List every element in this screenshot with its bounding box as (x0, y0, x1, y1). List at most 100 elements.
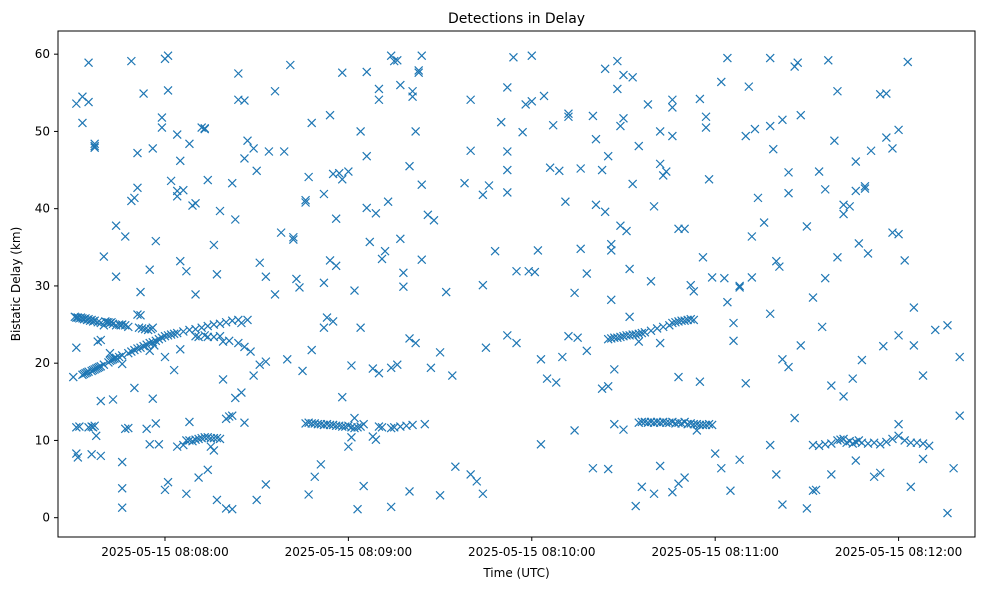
data-point (646, 326, 656, 336)
data-point (750, 124, 760, 134)
data-point (875, 439, 885, 449)
data-point (460, 178, 469, 188)
data-point (619, 70, 628, 80)
data-point (667, 95, 677, 105)
data-point (233, 69, 243, 78)
data-point (194, 473, 204, 482)
data-point (310, 472, 320, 482)
x-axis-label: Time (UTC) (482, 566, 549, 580)
data-point (851, 186, 861, 196)
data-point (90, 141, 100, 151)
data-point (386, 502, 396, 512)
data-point (304, 490, 314, 499)
data-point (704, 419, 714, 429)
data-point (230, 215, 240, 224)
data-point (603, 151, 613, 161)
data-point (71, 422, 81, 432)
data-point (909, 340, 919, 350)
data-point (169, 329, 179, 339)
data-point (129, 383, 139, 393)
data-point (631, 501, 641, 511)
data-point (203, 465, 213, 475)
data-point (484, 181, 494, 190)
data-point (209, 240, 219, 250)
data-point (612, 84, 622, 94)
data-point (151, 419, 161, 428)
data-point (337, 68, 347, 78)
data-point (435, 347, 445, 357)
data-point (319, 323, 329, 333)
data-point (826, 470, 836, 479)
data-point (408, 420, 417, 430)
data-point (325, 110, 335, 120)
data-point (398, 268, 408, 278)
data-point (175, 256, 185, 266)
data-point (356, 323, 366, 333)
data-point (386, 363, 396, 373)
data-point (166, 176, 176, 186)
data-point (778, 115, 787, 125)
data-point (359, 481, 369, 491)
data-point (90, 143, 100, 153)
data-point (331, 261, 341, 271)
data-point (719, 273, 729, 283)
data-point (148, 394, 158, 404)
data-point (383, 197, 393, 207)
data-point (823, 55, 833, 65)
data-point (450, 462, 460, 472)
y-axis-label: Bistatic Delay (km) (9, 227, 23, 342)
data-point (765, 121, 775, 131)
data-point (304, 172, 314, 182)
data-point (215, 434, 225, 444)
data-point (151, 236, 161, 246)
data-point (295, 283, 304, 292)
data-points (68, 51, 965, 518)
data-point (307, 118, 317, 128)
data-point (778, 500, 787, 509)
y-tick-label: 60 (35, 47, 50, 61)
data-point (191, 290, 200, 299)
y-tick-label: 10 (35, 433, 50, 447)
data-point (741, 131, 751, 141)
data-point (120, 232, 130, 241)
data-point (343, 167, 353, 177)
data-point (747, 273, 757, 282)
data-point (536, 354, 546, 364)
data-point (185, 417, 194, 427)
data-point (398, 282, 408, 292)
data-point (955, 411, 965, 421)
data-point (386, 51, 396, 61)
data-point (105, 348, 115, 358)
data-point (689, 286, 699, 296)
data-point (96, 396, 106, 406)
data-point (854, 239, 864, 248)
data-point (667, 487, 677, 497)
data-point (374, 422, 384, 431)
data-point (227, 178, 237, 188)
data-point (509, 52, 518, 62)
data-point (414, 68, 424, 78)
data-point (252, 166, 262, 176)
data-point (689, 315, 699, 325)
data-point (145, 265, 155, 275)
data-point (597, 165, 607, 175)
data-point (502, 330, 512, 340)
data-point (811, 485, 821, 495)
data-point (117, 359, 127, 369)
data-point (900, 436, 910, 445)
data-point (774, 262, 784, 272)
data-point (261, 357, 271, 367)
data-point (478, 280, 488, 290)
data-point (270, 290, 280, 299)
data-point (582, 346, 592, 356)
data-point (903, 57, 913, 67)
data-point (111, 221, 121, 231)
data-point (288, 235, 298, 245)
data-point (729, 336, 738, 346)
data-point (99, 252, 109, 262)
data-point (655, 159, 665, 169)
data-point (377, 254, 387, 264)
data-point (90, 139, 100, 149)
data-point (661, 167, 671, 177)
data-point (111, 272, 121, 282)
